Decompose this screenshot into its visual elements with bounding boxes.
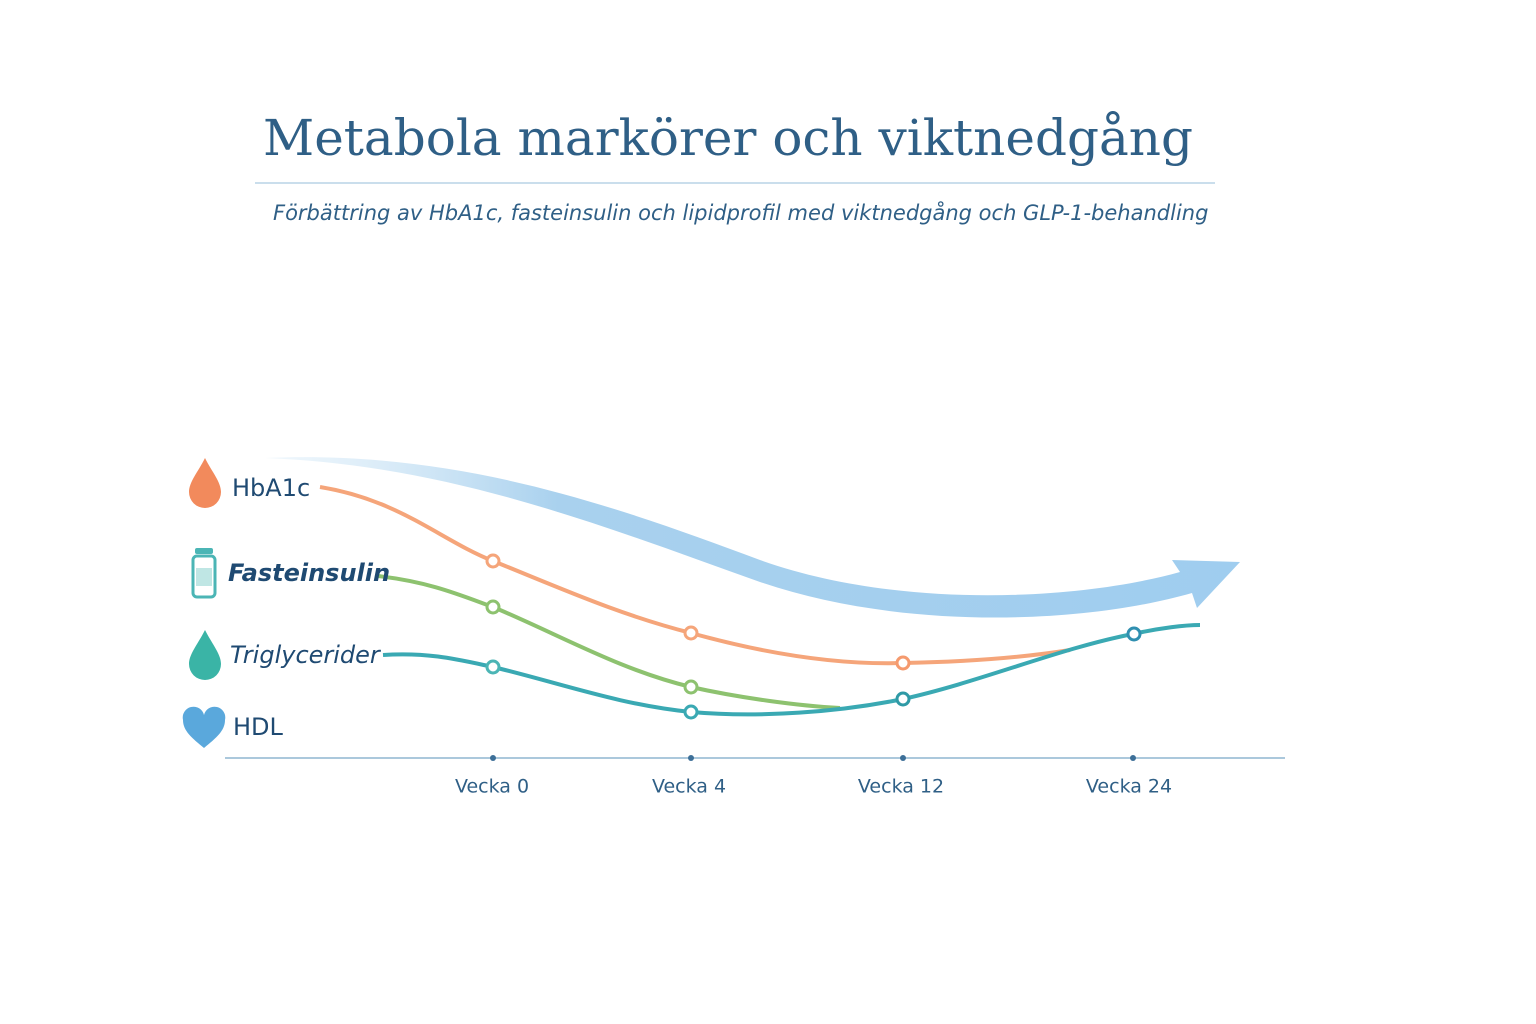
tick-dot (490, 755, 496, 761)
heart-icon (182, 706, 226, 748)
legend-label: HDL (233, 713, 284, 741)
axis-label: Vecka 4 (652, 776, 726, 798)
legend-label: Triglycerider (230, 641, 382, 669)
tick-dot (1130, 755, 1136, 761)
legend-label: Fasteinsulin (228, 559, 390, 587)
drop-icon (189, 630, 221, 680)
marker (683, 704, 699, 720)
axis-label: Vecka 24 (1086, 776, 1172, 798)
subtitle: Förbättring av HbA1c, fasteinsulin och l… (273, 200, 1208, 225)
marker (683, 625, 699, 641)
marker (895, 655, 911, 671)
lipid-curve (382, 623, 1201, 717)
marker (485, 659, 501, 675)
legend-label: HbA1c (232, 474, 310, 502)
axis-label: Vecka 12 (858, 776, 944, 798)
marker (895, 691, 911, 707)
marker (1126, 626, 1142, 642)
axis-ticks (490, 755, 1136, 761)
marker (485, 599, 501, 615)
bottle-cap (195, 548, 213, 554)
legend: HbA1c Fasteinsulin Triglycerider HDL (182, 458, 390, 748)
axis-label: Vecka 0 (455, 776, 529, 798)
title: Metabola markörer och viktnedgång (263, 109, 1193, 167)
fasteinsulin-curve (377, 574, 841, 710)
trend-arrow (265, 457, 1240, 618)
marker (485, 553, 501, 569)
bottle-label (196, 568, 212, 586)
tick-dot (688, 755, 694, 761)
drop-icon (189, 458, 221, 508)
marker (683, 679, 699, 695)
tick-dot (900, 755, 906, 761)
bottle-icon (191, 554, 217, 599)
markers (485, 553, 1142, 720)
